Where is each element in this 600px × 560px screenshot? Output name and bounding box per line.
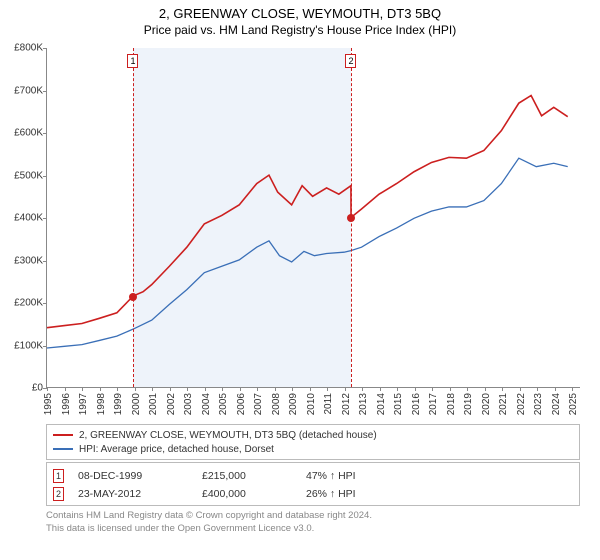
series-line-hpi	[47, 158, 568, 348]
x-tick-label: 2020	[481, 393, 492, 415]
x-tick-label: 2022	[516, 393, 527, 415]
legend-label-property: 2, GREENWAY CLOSE, WEYMOUTH, DT3 5BQ (de…	[79, 430, 377, 441]
x-tick-label: 2005	[218, 393, 229, 415]
legend-label-hpi: HPI: Average price, detached house, Dors…	[79, 444, 274, 455]
event-marker-box: 2	[345, 54, 356, 68]
event-delta-2: 26% ↑ HPI	[306, 488, 406, 500]
x-tick-label: 2001	[148, 393, 159, 415]
x-tick-label: 2014	[376, 393, 387, 415]
x-tick-label: 1996	[61, 393, 72, 415]
event-dot	[129, 293, 137, 301]
x-tick-label: 2024	[551, 393, 562, 415]
footnote-line-1: Contains HM Land Registry data © Crown c…	[46, 510, 580, 521]
x-tick-label: 2015	[393, 393, 404, 415]
x-tick-label: 2017	[428, 393, 439, 415]
x-tick-label: 1997	[78, 393, 89, 415]
series-line-property	[47, 95, 568, 327]
x-tick-label: 2011	[323, 393, 334, 415]
x-tick-label: 2006	[236, 393, 247, 415]
chart-plot-area: £0£100K£200K£300K£400K£500K£600K£700K£80…	[46, 48, 580, 388]
event-delta-1: 47% ↑ HPI	[306, 470, 406, 482]
events-row-1: 1 08-DEC-1999 £215,000 47% ↑ HPI	[53, 467, 573, 485]
event-price-2: £400,000	[202, 488, 292, 500]
x-tick-label: 1999	[113, 393, 124, 415]
x-tick-label: 2025	[568, 393, 579, 415]
x-tick-label: 1995	[43, 393, 54, 415]
x-tick-label: 2008	[271, 393, 282, 415]
x-tick-label: 2021	[498, 393, 509, 415]
x-tick-label: 2023	[533, 393, 544, 415]
legend-row-hpi: HPI: Average price, detached house, Dors…	[53, 442, 573, 456]
event-marker-box: 1	[127, 54, 138, 68]
x-tick-label: 2007	[253, 393, 264, 415]
event-date-2: 23-MAY-2012	[78, 488, 188, 500]
event-line	[133, 48, 134, 387]
events-row-2: 2 23-MAY-2012 £400,000 26% ↑ HPI	[53, 485, 573, 503]
title-block: 2, GREENWAY CLOSE, WEYMOUTH, DT3 5BQ Pri…	[0, 0, 600, 37]
title-main: 2, GREENWAY CLOSE, WEYMOUTH, DT3 5BQ	[0, 6, 600, 21]
x-tick-label: 2002	[166, 393, 177, 415]
chart-lines-svg	[47, 48, 580, 387]
legend-swatch-property	[53, 434, 73, 436]
x-tick-label: 1998	[96, 393, 107, 415]
x-tick-label: 2009	[288, 393, 299, 415]
footnote-line-2: This data is licensed under the Open Gov…	[46, 523, 580, 534]
x-tick-label: 2013	[358, 393, 369, 415]
legend-row-property: 2, GREENWAY CLOSE, WEYMOUTH, DT3 5BQ (de…	[53, 428, 573, 442]
event-date-1: 08-DEC-1999	[78, 470, 188, 482]
x-tick-label: 2010	[306, 393, 317, 415]
event-badge-1: 1	[53, 469, 64, 483]
event-dot	[347, 214, 355, 222]
event-badge-2: 2	[53, 487, 64, 501]
event-price-1: £215,000	[202, 470, 292, 482]
x-tick-label: 2004	[201, 393, 212, 415]
x-tick-label: 2003	[183, 393, 194, 415]
x-tick-label: 2012	[341, 393, 352, 415]
legend-box: 2, GREENWAY CLOSE, WEYMOUTH, DT3 5BQ (de…	[46, 424, 580, 460]
x-tick-label: 2016	[411, 393, 422, 415]
x-tick-label: 2019	[463, 393, 474, 415]
chart-container: 2, GREENWAY CLOSE, WEYMOUTH, DT3 5BQ Pri…	[0, 0, 600, 560]
events-table: 1 08-DEC-1999 £215,000 47% ↑ HPI 2 23-MA…	[46, 462, 580, 506]
legend-swatch-hpi	[53, 448, 73, 450]
x-tick-label: 2018	[446, 393, 457, 415]
title-sub: Price paid vs. HM Land Registry's House …	[0, 23, 600, 37]
x-tick-label: 2000	[131, 393, 142, 415]
